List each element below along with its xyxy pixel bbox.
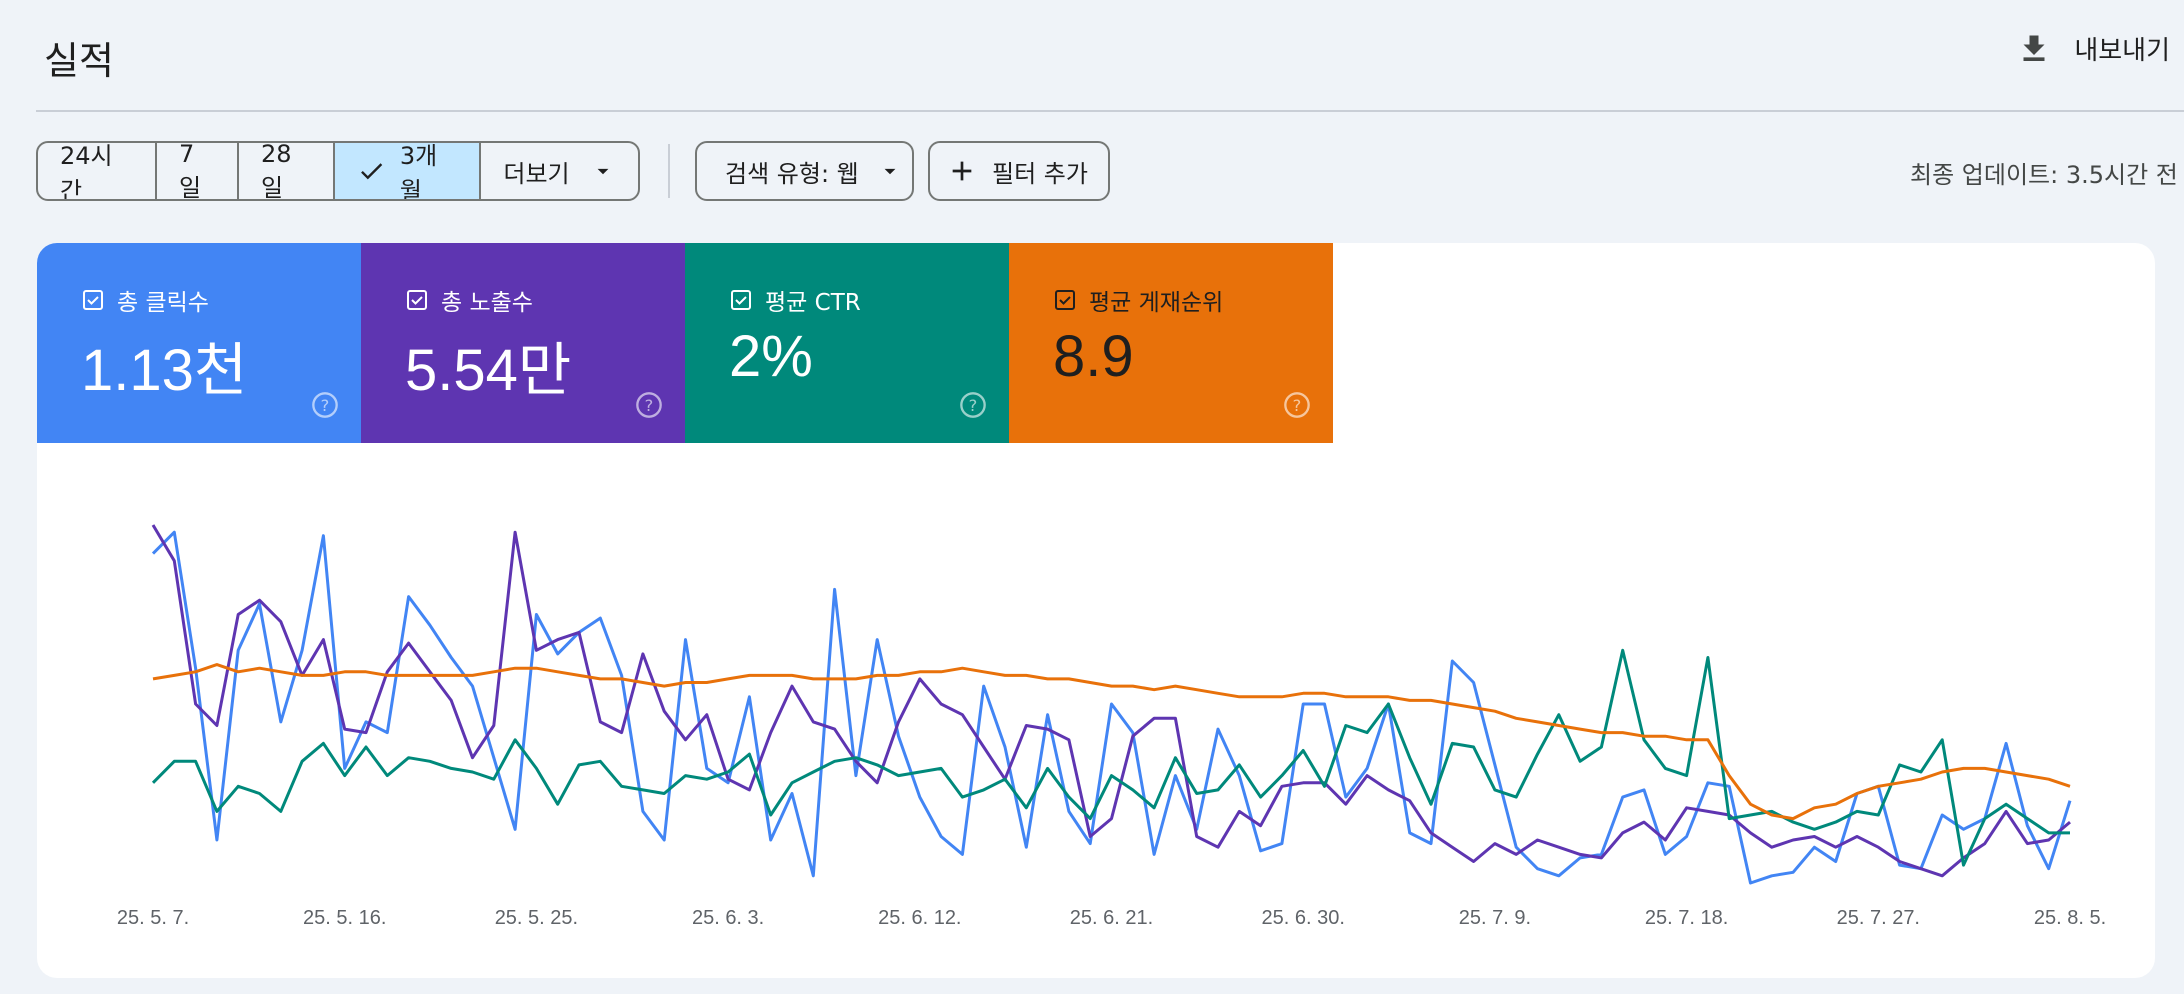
metric-card-position[interactable]: 평균 게재순위 8.9 ? xyxy=(1009,243,1333,443)
series-line-3 xyxy=(152,663,2071,821)
x-tick-label: 25. 6. 3. xyxy=(692,907,764,929)
checkbox-checked-icon[interactable] xyxy=(405,288,429,312)
metric-card-ctr[interactable]: 평균 CTR 2% ? xyxy=(685,243,1009,443)
export-label: 내보내기 xyxy=(2074,36,2170,66)
checkbox-checked-icon[interactable] xyxy=(81,288,105,312)
search-type-label: 검색 유형: 웹 xyxy=(725,159,859,188)
metric-value: 8.9 xyxy=(1053,324,1134,389)
checkbox-checked-icon[interactable] xyxy=(1053,288,1077,312)
metric-label: 총 노출수 xyxy=(441,290,533,316)
x-tick-label: 25. 6. 30. xyxy=(1261,907,1344,929)
x-tick-label: 25. 6. 21. xyxy=(1070,907,1153,929)
export-button[interactable]: 내보내기 xyxy=(2016,30,2170,67)
performance-card: 총 클릭수 1.13천 ? 총 노출수 5.54만 ? 평균 CTR 2% ? … xyxy=(37,243,2155,978)
x-tick-label: 25. 5. 16. xyxy=(303,907,386,929)
series-line-2 xyxy=(151,648,2070,867)
range-7d-button[interactable]: 7일 xyxy=(157,143,239,199)
svg-text:?: ? xyxy=(1293,396,1302,415)
more-ranges-label: 더보기 xyxy=(503,159,570,188)
series-line-1 xyxy=(151,524,2071,878)
check-icon xyxy=(361,163,383,180)
add-filter-label: 필터 추가 xyxy=(992,159,1088,188)
series-line-0 xyxy=(151,530,2072,885)
svg-text:?: ? xyxy=(321,396,330,415)
range-24h-label: 24시간 xyxy=(60,142,113,201)
range-3m-button[interactable]: 3개월 xyxy=(335,143,481,199)
svg-text:?: ? xyxy=(645,396,654,415)
range-3m-label: 3개월 xyxy=(399,142,438,201)
x-tick-label: 25. 7. 27. xyxy=(1837,907,1920,929)
last-updated-text: 최종 업데이트: 3.5시간 전 xyxy=(1910,161,2178,189)
x-tick-label: 25. 8. 5. xyxy=(2034,907,2106,929)
metric-value: 1.13천 xyxy=(81,338,248,403)
x-tick-label: 25. 7. 18. xyxy=(1645,907,1728,929)
x-tick-label: 25. 6. 12. xyxy=(878,907,961,929)
metric-label: 평균 CTR xyxy=(765,290,861,316)
metric-value: 5.54만 xyxy=(405,338,572,403)
range-24h-button[interactable]: 24시간 xyxy=(38,143,157,199)
help-circle-icon[interactable]: ? xyxy=(959,391,987,419)
help-circle-icon[interactable]: ? xyxy=(1283,391,1311,419)
page-title: 실적 xyxy=(44,39,114,83)
metric-card-impressions[interactable]: 총 노출수 5.54만 ? xyxy=(361,243,685,443)
metric-card-clicks[interactable]: 총 클릭수 1.13천 ? xyxy=(37,243,361,443)
svg-text:?: ? xyxy=(969,396,978,415)
x-tick-label: 25. 5. 7. xyxy=(117,907,189,929)
toolbar-separator xyxy=(668,144,670,198)
x-tick-label: 25. 5. 25. xyxy=(495,907,578,929)
help-circle-icon[interactable]: ? xyxy=(635,391,663,419)
x-tick-label: 25. 7. 9. xyxy=(1459,907,1531,929)
metric-label: 평균 게재순위 xyxy=(1089,290,1224,316)
range-28d-label: 28일 xyxy=(261,141,292,201)
dropdown-arrow-icon xyxy=(597,168,609,175)
metric-value: 2% xyxy=(729,324,813,389)
dropdown-arrow-icon xyxy=(884,168,896,175)
more-ranges-button[interactable]: 더보기 xyxy=(481,143,638,199)
plus-icon xyxy=(952,161,972,181)
header-divider xyxy=(36,110,2184,112)
range-7d-label: 7일 xyxy=(179,141,202,201)
date-range-selector: 24시간 7일 28일 3개월 더보기 xyxy=(36,141,640,201)
search-type-dropdown[interactable]: 검색 유형: 웹 xyxy=(695,141,914,201)
range-28d-button[interactable]: 28일 xyxy=(239,143,335,199)
help-circle-icon[interactable]: ? xyxy=(311,391,339,419)
metric-label: 총 클릭수 xyxy=(117,290,209,316)
download-icon xyxy=(2023,35,2045,61)
performance-line-chart[interactable]: 25. 5. 7. 25. 5. 16. 25. 5. 25. 25. 6. 3. 25… xyxy=(37,243,2155,978)
checkbox-checked-icon[interactable] xyxy=(729,288,753,312)
add-filter-button[interactable]: 필터 추가 xyxy=(928,141,1110,201)
